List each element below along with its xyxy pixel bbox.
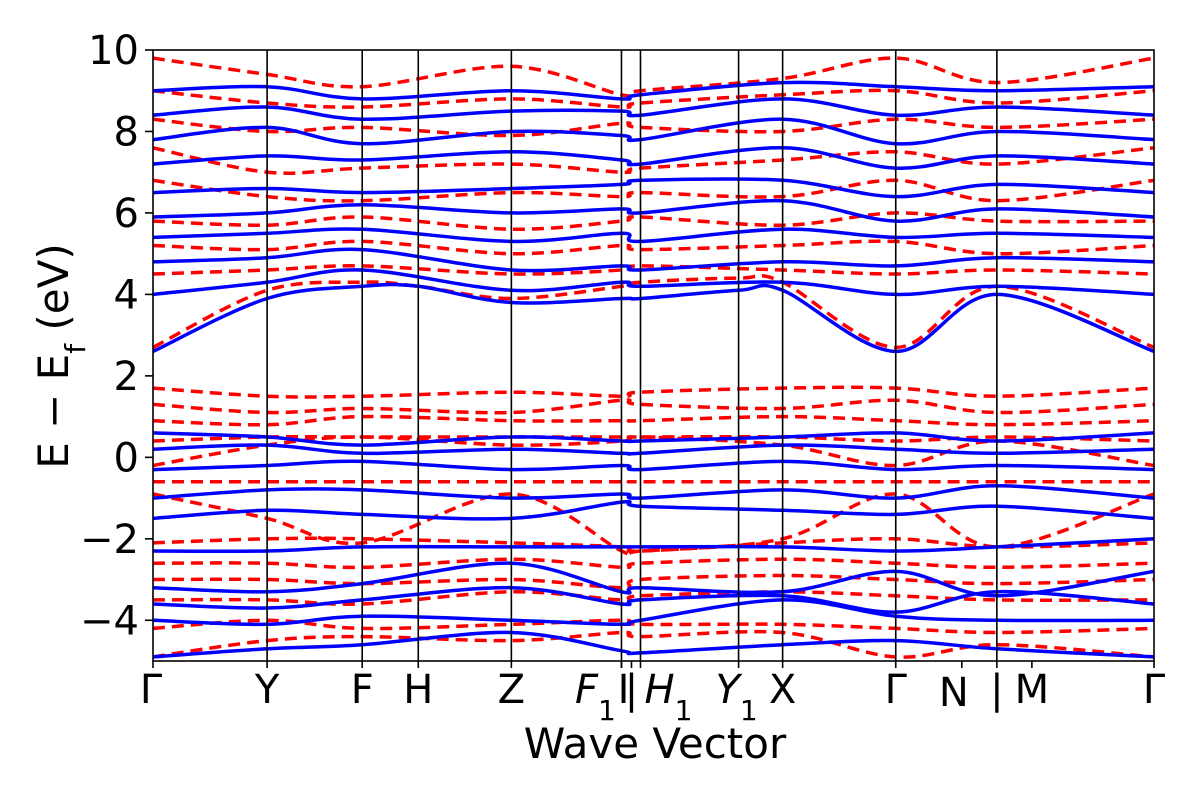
- y-tick-label: 2: [114, 354, 139, 400]
- y-axis-label-sub: f: [59, 343, 92, 354]
- x-tick-label: I: [618, 667, 630, 713]
- x-tick-label: F: [351, 667, 374, 713]
- x-tick-label: Γ: [1143, 667, 1166, 713]
- solid-band-16: [153, 177, 1154, 199]
- solid-band-15: [153, 198, 1154, 223]
- x-axis-ticks: Γ Y F H Z F1 I| H1 Y1 X Γ N | M Γ: [140, 661, 1166, 727]
- x-tick-label: N: [939, 670, 969, 716]
- y-tick-label: 8: [114, 109, 139, 155]
- solid-band-20: [153, 80, 1154, 101]
- dashed-band-16: [153, 239, 1154, 256]
- dashed-band-22: [153, 56, 1154, 98]
- y-axis-label-main: E − E: [29, 354, 78, 469]
- y-tick-label: −2: [80, 517, 139, 563]
- x-tick-label: Z: [498, 667, 525, 713]
- solid-band-6: [153, 499, 1154, 521]
- solid-band-10: [153, 431, 1154, 447]
- high-symmetry-lines: [266, 50, 998, 661]
- solid-band-5: [153, 537, 1154, 554]
- dashed-band-17: [153, 211, 1154, 231]
- solid-band-3: [153, 585, 1154, 614]
- x-tick-label: Γ: [885, 667, 908, 713]
- plot-frame: [152, 49, 1155, 662]
- x-tick-label: Γ: [140, 667, 163, 713]
- y-tick-label: 6: [114, 191, 139, 237]
- plot-background: [153, 50, 1154, 661]
- dashed-band-5: [153, 557, 1154, 570]
- x-tick-label: M: [1015, 667, 1050, 713]
- solid-band-14: [153, 227, 1154, 244]
- solid-band-2: [153, 598, 1154, 627]
- dashed-band-3: [153, 590, 1154, 606]
- solid-band-17: [153, 146, 1154, 170]
- solid-band-19: [153, 97, 1154, 121]
- solid-band-8: [153, 459, 1154, 472]
- solid-band-4: [153, 561, 1154, 598]
- y-tick-label: 0: [114, 435, 139, 481]
- y-tick-label: 10: [88, 28, 139, 74]
- solid-band-13: [153, 247, 1154, 273]
- x-axis-label: Wave Vector: [524, 719, 787, 768]
- dashed-band-20: [153, 117, 1154, 138]
- dashed-band-18: [153, 178, 1154, 203]
- y-tick-label: 4: [114, 272, 139, 318]
- dashed-band-7: [153, 492, 1154, 558]
- dashed-band-21: [153, 88, 1154, 109]
- x-tick-label: H: [403, 667, 433, 713]
- solid-band-12: [153, 268, 1154, 297]
- dashed-band-14: [153, 274, 1154, 350]
- dashed-band-1: [153, 629, 1154, 659]
- y-axis-label: E − Ef (eV): [29, 243, 92, 469]
- y-axis-label-unit: (eV): [29, 243, 78, 344]
- dashed-band-6: [153, 536, 1154, 553]
- y-axis-ticks: −4 −2 0 2 4 6 8 10: [80, 28, 153, 644]
- bands-layer: [153, 56, 1154, 659]
- dashed-band-12: [153, 398, 1154, 415]
- dashed-band-4: [153, 573, 1154, 590]
- dashed-band-19: [153, 146, 1154, 175]
- x-tick-label: F1: [575, 667, 616, 727]
- x-tick-label: H1: [645, 667, 693, 727]
- solid-band-11: [153, 282, 1154, 354]
- solid-band-9: [153, 443, 1154, 456]
- x-tick-label: X: [769, 667, 796, 713]
- y-tick-label: −4: [80, 598, 139, 644]
- x-tick-label: Y: [254, 667, 280, 713]
- solid-band-1: [153, 630, 1154, 659]
- solid-band-7: [153, 484, 1154, 500]
- dashed-band-13: [153, 385, 1154, 399]
- solid-band-18: [153, 117, 1154, 146]
- x-tick-label: |: [625, 667, 638, 713]
- x-tick-label: Y1: [715, 667, 757, 727]
- x-tick-label: |: [990, 667, 1003, 713]
- dashed-band-11: [153, 414, 1154, 427]
